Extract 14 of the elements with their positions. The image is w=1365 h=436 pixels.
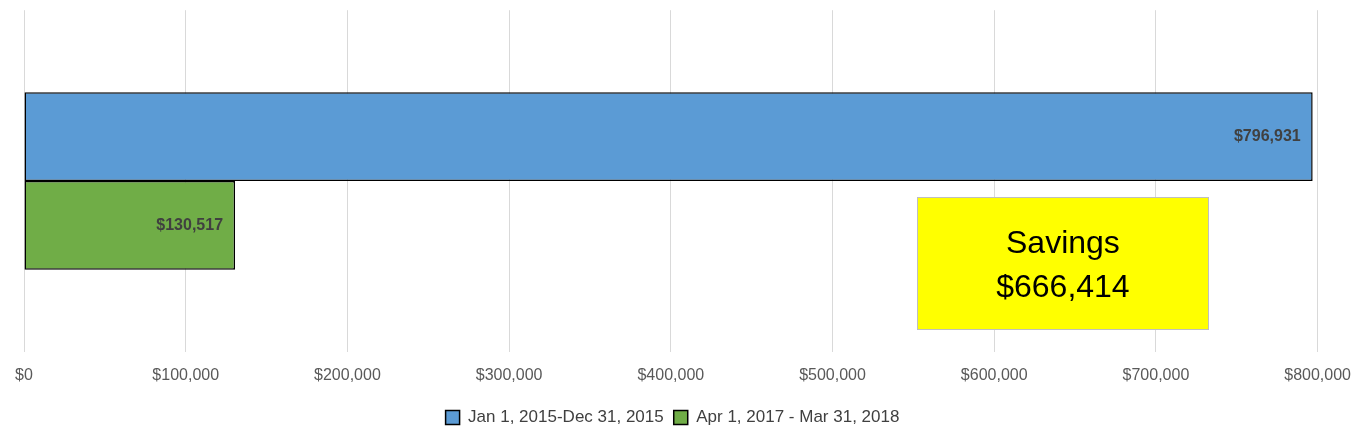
legend-label: Jan 1, 2015-Dec 31, 2015	[468, 407, 664, 427]
legend-label: Apr 1, 2017 - Mar 31, 2018	[696, 407, 900, 427]
x-tick-label: $200,000	[314, 365, 381, 383]
x-tick-label: $500,000	[799, 365, 866, 383]
x-tick-label: $0	[15, 365, 33, 383]
x-tick-label: $100,000	[152, 365, 220, 383]
data-label: $130,517	[156, 215, 224, 233]
x-tick-label: $800,000	[1284, 365, 1352, 383]
x-tick-label: $400,000	[637, 365, 705, 383]
x-tick-label: $700,000	[1122, 365, 1190, 383]
x-tick-label: $600,000	[960, 365, 1028, 383]
data-label: $796,931	[1233, 127, 1301, 144]
x-tick-label: $300,000	[475, 365, 543, 383]
callout-box: Savings $666,414	[916, 197, 1210, 331]
